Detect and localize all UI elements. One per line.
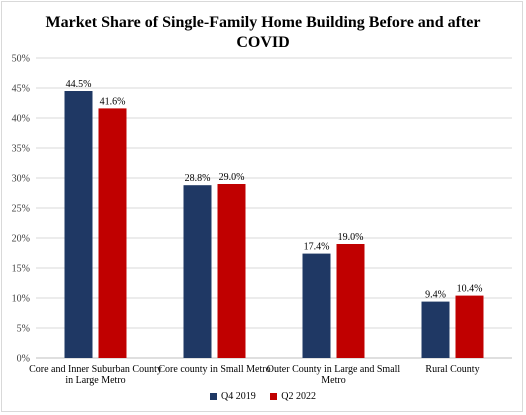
y-tick-label: 45% [12, 84, 30, 95]
x-category-label: Core and Inner Suburban County [29, 364, 162, 375]
legend: Q4 2019 Q2 2022 [0, 391, 526, 403]
y-tick-label: 50% [12, 54, 30, 65]
chart-title: Market Share of Single-Family Home Build… [0, 13, 526, 53]
bar-series-1-cat-1 [64, 91, 93, 358]
y-tick-label: 25% [12, 204, 30, 215]
data-label: 19.0% [338, 232, 364, 243]
bar-series-1-cat-4 [421, 301, 450, 358]
x-category-label: Core county in Small Metro [158, 364, 270, 375]
legend-label-series-1: Q4 2019 [221, 391, 256, 402]
y-tick-label: 0% [17, 354, 30, 365]
x-category-label: Outer County in Large and Small [267, 364, 401, 375]
chart-title-line-1: Market Share of Single-Family Home Build… [45, 14, 481, 31]
bar-series-2-cat-4 [455, 295, 484, 358]
y-tick-label: 10% [12, 294, 30, 305]
legend-label-series-2: Q2 2022 [281, 391, 316, 402]
legend-swatch-series-2 [270, 393, 278, 400]
data-label: 28.8% [185, 173, 211, 184]
bar-series-1-cat-2 [183, 185, 212, 358]
bar-series-1-cat-3 [302, 253, 331, 358]
data-label: 41.6% [100, 96, 126, 107]
legend-swatch-series-1 [210, 393, 218, 400]
x-category-label: Metro [321, 375, 345, 386]
data-label: 44.5% [66, 79, 92, 90]
y-tick-label: 35% [12, 144, 30, 155]
data-label: 29.0% [219, 172, 245, 183]
data-label: 9.4% [425, 290, 446, 301]
bar-series-2-cat-3 [336, 244, 365, 358]
legend-item-series-2: Q2 2022 [270, 391, 316, 402]
y-tick-label: 20% [12, 234, 30, 245]
y-tick-label: 30% [12, 174, 30, 185]
y-tick-label: 40% [12, 114, 30, 125]
y-tick-label: 5% [17, 324, 30, 335]
legend-item-series-1: Q4 2019 [210, 391, 256, 402]
bar-series-2-cat-1 [98, 108, 127, 359]
x-category-label: in Large Metro [65, 375, 125, 386]
data-label: 10.4% [457, 284, 483, 295]
x-category-label: Rural County [425, 364, 479, 375]
data-label: 17.4% [304, 242, 330, 253]
bar-series-2-cat-2 [217, 184, 246, 358]
chart-title-line-2: COVID [236, 34, 290, 51]
y-tick-label: 15% [12, 264, 30, 275]
